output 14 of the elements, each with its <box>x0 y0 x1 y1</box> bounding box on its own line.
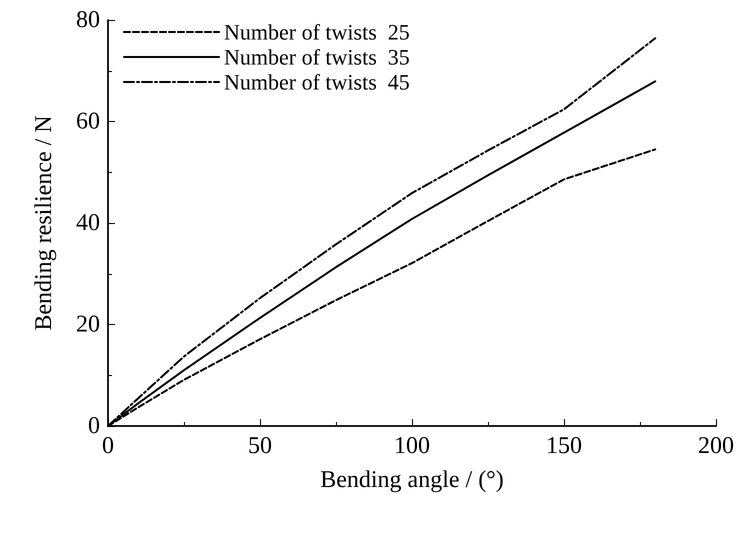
x-tick-label: 100 <box>394 433 430 459</box>
x-tick-label: 200 <box>698 433 734 459</box>
legend-label: Number of twists 45 <box>224 70 410 94</box>
y-tick-label: 80 <box>76 7 100 33</box>
y-tick-label: 60 <box>76 108 100 134</box>
x-tick-label: 50 <box>248 433 272 459</box>
y-tick-label: 40 <box>76 210 100 236</box>
x-tick-label: 150 <box>546 433 582 459</box>
y-tick-label: 20 <box>76 312 100 338</box>
legend-label: Number of twists 35 <box>224 44 410 70</box>
y-tick-label: 0 <box>88 413 100 439</box>
x-axis-title: Bending angle / (°) <box>320 467 504 493</box>
y-axis-title: Bending resilience / N <box>31 115 57 331</box>
legend-label: Number of twists 25 <box>224 20 410 44</box>
